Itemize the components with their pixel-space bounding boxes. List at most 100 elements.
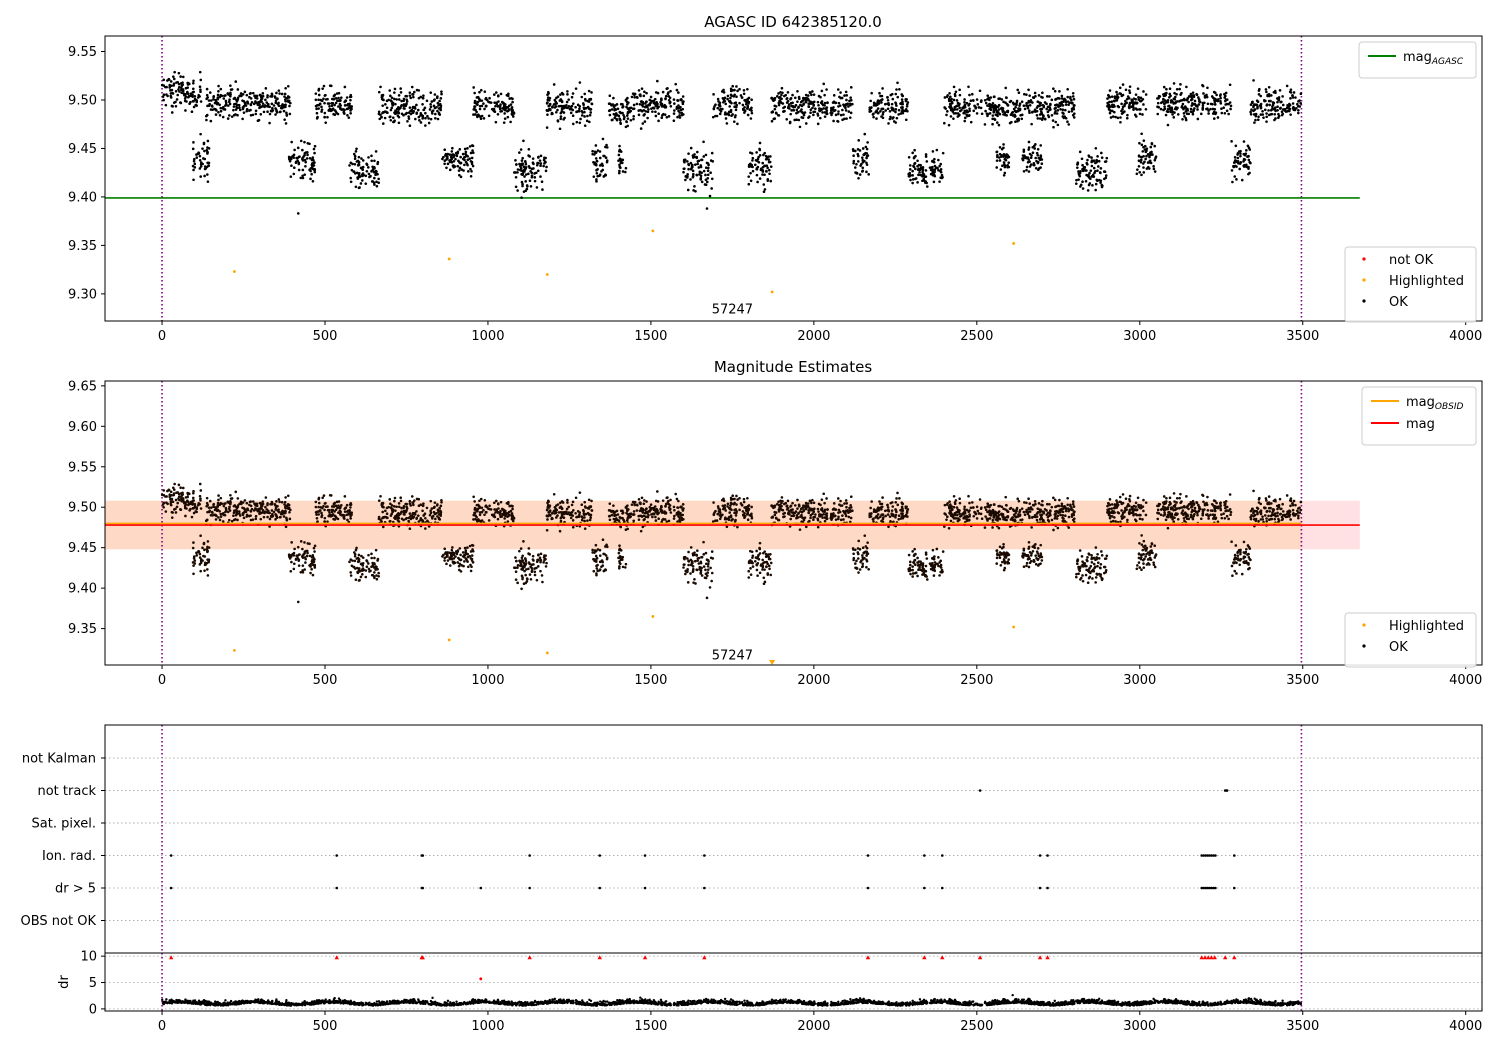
- ok-point: [816, 122, 820, 126]
- ok-point: [692, 172, 695, 176]
- ok-point: [589, 516, 593, 519]
- ok-point: [667, 91, 670, 94]
- ok-point: [1085, 173, 1088, 177]
- ok-point: [365, 560, 369, 563]
- ok-point: [578, 81, 582, 84]
- ok-point: [1229, 107, 1232, 111]
- ok-point: [330, 101, 333, 105]
- ok-point: [357, 560, 361, 563]
- ok-point: [214, 518, 218, 521]
- ok-point: [243, 499, 247, 502]
- ok-point: [202, 554, 205, 558]
- ok-point: [561, 93, 565, 96]
- ok-point: [578, 121, 582, 125]
- ok-point: [570, 95, 574, 99]
- ok-point: [177, 82, 181, 86]
- ok-point: [559, 510, 563, 514]
- ok-point: [948, 105, 951, 109]
- ok-point: [284, 122, 288, 125]
- ok-point: [254, 514, 258, 518]
- ok-point: [1126, 113, 1129, 117]
- ok-point: [963, 101, 966, 104]
- ok-point: [1114, 115, 1117, 119]
- ok-point: [840, 96, 844, 100]
- ok-point: [428, 513, 432, 517]
- ok-point: [322, 97, 325, 101]
- ok-point: [323, 516, 327, 520]
- ok-point: [596, 174, 599, 178]
- ok-point: [967, 104, 970, 107]
- ok-point: [373, 159, 376, 163]
- ok-point: [660, 97, 663, 100]
- ok-point: [1252, 79, 1255, 82]
- ok-point: [1071, 95, 1075, 98]
- ok-point: [527, 567, 530, 571]
- ok-point: [1066, 95, 1069, 99]
- ok-point: [214, 113, 218, 116]
- ok-point: [482, 117, 486, 120]
- ok-point: [904, 118, 908, 122]
- ok-point: [475, 102, 479, 106]
- ok-point: [552, 103, 556, 106]
- ok-point: [1297, 111, 1300, 115]
- ok-point: [714, 103, 717, 107]
- ok-point: [228, 102, 232, 106]
- ok-point: [287, 503, 291, 507]
- ok-point: [379, 518, 382, 521]
- ok-point: [1292, 91, 1296, 94]
- ok-point: [496, 113, 500, 116]
- ok-point: [1039, 107, 1042, 111]
- ok-point: [190, 515, 194, 519]
- ok-point: [173, 482, 176, 486]
- ok-point: [537, 553, 540, 557]
- ok-point: [234, 505, 238, 509]
- ok-point: [1255, 103, 1259, 107]
- ok-point: [192, 564, 195, 567]
- ok-point: [188, 509, 191, 512]
- ok-point: [612, 517, 616, 521]
- ok-point: [1199, 112, 1203, 116]
- ok-point: [747, 163, 751, 167]
- ok-point: [1245, 149, 1248, 152]
- ok-point: [389, 118, 393, 122]
- ok-point: [860, 162, 863, 166]
- ok-point: [226, 117, 230, 120]
- ok-point: [983, 98, 987, 102]
- ok-point: [445, 562, 448, 566]
- ok-point: [802, 103, 805, 106]
- ok-point: [1189, 107, 1193, 111]
- ok-point: [647, 108, 650, 111]
- ok-point: [496, 502, 500, 505]
- ok-point: [780, 93, 783, 97]
- ok-point: [223, 108, 227, 111]
- ok-point: [560, 515, 564, 518]
- ok-point: [389, 108, 393, 112]
- ok-point: [515, 163, 518, 166]
- ok-point: [440, 501, 443, 504]
- ok-point: [943, 121, 946, 125]
- ok-point: [933, 157, 936, 161]
- ok-point: [374, 150, 378, 153]
- ok-point: [941, 151, 945, 155]
- ok-point: [789, 101, 793, 105]
- ok-point: [1030, 154, 1033, 157]
- ok-point: [492, 513, 496, 516]
- ok-point: [546, 518, 549, 521]
- ok-point: [894, 110, 897, 114]
- ok-point: [313, 563, 316, 567]
- ok-point: [241, 93, 245, 96]
- ok-point: [984, 109, 987, 113]
- ok-point: [845, 117, 848, 120]
- ok-point: [738, 87, 741, 91]
- ok-point: [625, 114, 629, 117]
- ok-point: [1276, 100, 1279, 104]
- ok-point: [285, 114, 289, 117]
- ok-point: [283, 92, 287, 96]
- ok-point: [268, 112, 272, 116]
- ok-point: [416, 514, 420, 517]
- ok-point: [524, 162, 528, 166]
- ok-point: [805, 96, 808, 100]
- ok-point: [375, 565, 378, 569]
- ok-point: [763, 151, 766, 155]
- ok-point: [266, 509, 270, 513]
